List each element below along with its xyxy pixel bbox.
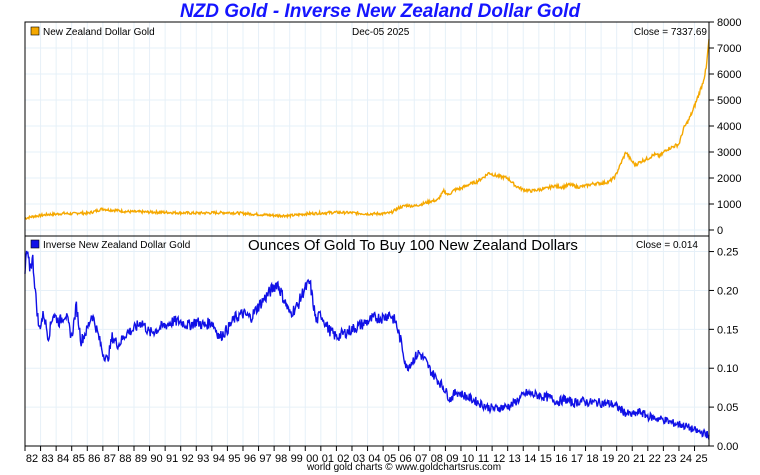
x-tick-label: 90 bbox=[150, 453, 162, 465]
y-tick-label: 6000 bbox=[717, 69, 741, 81]
x-tick-label: 21 bbox=[633, 453, 645, 465]
x-tick-label: 14 bbox=[524, 453, 536, 465]
inverse-legend-swatch bbox=[30, 239, 40, 249]
x-tick-label: 97 bbox=[259, 453, 271, 465]
x-tick-label: 11 bbox=[478, 453, 489, 465]
y-tick-label: 0 bbox=[717, 225, 723, 237]
x-tick-label: 83 bbox=[41, 453, 53, 465]
top-y-axis: 0 1000 2000 3000 4000 5000 6000 7000 8000 bbox=[709, 17, 741, 237]
y-tick-label: 0.15 bbox=[717, 324, 738, 336]
inverse-close-label: Close = 0.014 bbox=[636, 240, 698, 251]
inverse-subtitle: Ounces Of Gold To Buy 100 New Zealand Do… bbox=[248, 237, 578, 254]
grid bbox=[24, 22, 709, 446]
bottom-y-axis: 0.00 0.05 0.10 0.15 0.20 0.25 bbox=[709, 247, 738, 453]
chart-title: NZD Gold - Inverse New Zealand Dollar Go… bbox=[179, 1, 581, 22]
x-tick-label: 02 bbox=[337, 453, 349, 465]
x-tick-label: 88 bbox=[119, 453, 131, 465]
x-tick-label: 87 bbox=[104, 453, 116, 465]
x-tick-label: 86 bbox=[88, 453, 100, 465]
x-tick-label: 03 bbox=[353, 453, 365, 465]
y-tick-label: 0.00 bbox=[717, 441, 738, 453]
x-tick-label: 04 bbox=[368, 453, 380, 465]
x-tick-label: 09 bbox=[446, 453, 458, 465]
x-tick-label: 18 bbox=[586, 453, 598, 465]
x-tick-label: 85 bbox=[73, 453, 85, 465]
x-tick-label: 05 bbox=[384, 453, 396, 465]
bottom-panel-frame bbox=[24, 235, 710, 447]
x-tick-label: 00 bbox=[306, 453, 318, 465]
x-tick-label: 84 bbox=[57, 453, 69, 465]
gold-legend-label: New Zealand Dollar Gold bbox=[43, 27, 155, 38]
x-tick-label: 08 bbox=[431, 453, 443, 465]
x-tick-label: 95 bbox=[228, 453, 240, 465]
x-tick-label: 15 bbox=[540, 453, 552, 465]
x-axis: 82 83 84 85 86 87 88 89 90 91 92 93 94 95 96 97 98 99 00 01… bbox=[24, 446, 708, 465]
chart-date: Dec-05 2025 bbox=[352, 27, 410, 38]
inverse-legend-label: Inverse New Zealand Dollar Gold bbox=[43, 240, 190, 251]
x-tick-label: 17 bbox=[571, 453, 583, 465]
x-tick-label: 20 bbox=[618, 453, 630, 465]
x-tick-label: 98 bbox=[275, 453, 287, 465]
frame bbox=[24, 21, 710, 447]
gold-close-label: Close = 7337.69 bbox=[634, 27, 708, 38]
gold-price-line bbox=[24, 39, 710, 221]
x-tick-label: 92 bbox=[182, 453, 194, 465]
inverse-series bbox=[24, 250, 710, 441]
y-tick-label: 2000 bbox=[717, 173, 741, 185]
x-tick-label: 22 bbox=[649, 453, 661, 465]
x-tick-label: 93 bbox=[197, 453, 209, 465]
y-tick-label: 7000 bbox=[717, 43, 741, 55]
x-tick-label: 10 bbox=[462, 453, 474, 465]
gold-series bbox=[24, 39, 710, 221]
x-tick-label: 96 bbox=[244, 453, 256, 465]
x-tick-label: 01 bbox=[322, 453, 334, 465]
x-tick-label: 89 bbox=[135, 453, 147, 465]
x-tick-label: 91 bbox=[166, 453, 178, 465]
x-tick-label: 07 bbox=[415, 453, 427, 465]
footer-credit: world gold charts © www.goldchartsrus.co… bbox=[306, 462, 502, 473]
y-tick-label: 0.20 bbox=[717, 285, 738, 297]
x-tick-label: 25 bbox=[695, 453, 707, 465]
y-tick-label: 4000 bbox=[717, 121, 741, 133]
x-tick-label: 23 bbox=[664, 453, 676, 465]
y-tick-label: 3000 bbox=[717, 147, 741, 159]
y-tick-label: 0.05 bbox=[717, 402, 738, 414]
x-tick-label: 06 bbox=[400, 453, 412, 465]
x-tick-label: 82 bbox=[26, 453, 38, 465]
y-tick-label: 5000 bbox=[717, 95, 741, 107]
gold-legend-swatch bbox=[30, 26, 40, 36]
y-tick-label: 8000 bbox=[717, 17, 741, 29]
y-tick-label: 1000 bbox=[717, 199, 741, 211]
x-tick-label: 94 bbox=[213, 453, 225, 465]
x-tick-label: 12 bbox=[493, 453, 505, 465]
x-tick-label: 99 bbox=[291, 453, 303, 465]
x-tick-label: 16 bbox=[555, 453, 567, 465]
inverse-price-line bbox=[24, 250, 710, 441]
x-tick-label: 13 bbox=[509, 453, 521, 465]
x-tick-label: 19 bbox=[602, 453, 614, 465]
x-tick-label: 24 bbox=[680, 453, 692, 465]
y-tick-label: 0.10 bbox=[717, 363, 738, 375]
y-tick-label: 0.25 bbox=[717, 247, 738, 259]
